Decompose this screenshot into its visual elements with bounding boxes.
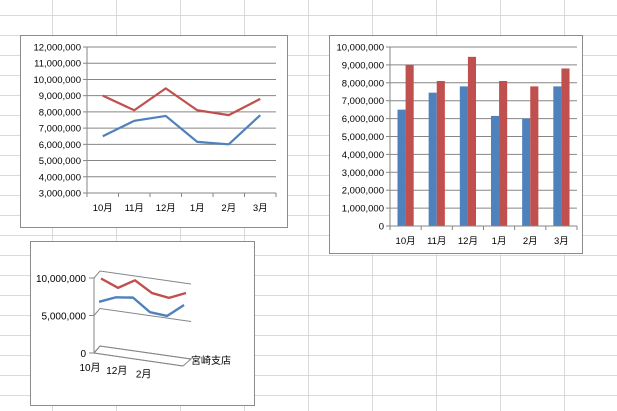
line3d-chart-box[interactable]: 0 5,000,000 10,000,000 10月 12月 2月 宮崎支店 [30,241,255,406]
bar-blue [522,118,531,226]
floor [93,345,193,367]
y-tick-label: 9,000,000 [342,60,384,71]
x-tick-label: 11月 [427,236,446,247]
bar-red [499,81,508,226]
gridline [93,270,192,285]
y-tick-label: 2,000,000 [342,186,384,197]
bar-red [467,56,477,226]
series-axis-label: 宮崎支店 [191,354,231,367]
bar-red [561,68,570,226]
line-chart-box[interactable]: 3,000,000 4,000,000 5,000,000 6,000,000 7,00… [20,35,288,228]
y-tick-label: 4,000,000 [342,150,384,161]
x-tick-label: 3月 [253,203,268,214]
x-tick-label: 10月 [396,236,416,247]
bar-blue [397,109,406,226]
series-ribbon-blue [98,296,185,318]
y-tick-label: 0 [80,349,86,360]
y-tick-label: 5,000,000 [42,312,87,323]
y-tick-label: 10,000,000 [36,274,86,285]
line3d-chart: 0 5,000,000 10,000,000 10月 12月 2月 宮崎支店 [36,270,231,380]
y-tick-label: 5,000,000 [342,132,384,143]
y-tick-label: 8,000,000 [39,107,81,118]
x-tick-label: 2月 [221,203,236,214]
line-chart: 3,000,000 4,000,000 5,000,000 6,000,000 7,00… [33,43,277,214]
y-tick-label: 3,000,000 [39,189,81,200]
x-tick-label: 3月 [554,236,569,247]
y-tick-label: 10,000,000 [336,43,384,54]
x-tick-label: 1月 [492,236,507,247]
x-tick-label: 11月 [125,203,144,214]
x-tick-label: 2月 [136,368,152,380]
y-tick-label: 11,000,000 [34,59,81,70]
x-tick-label: 2月 [523,236,538,247]
series-ribbon-red [100,277,187,300]
gridline [93,307,192,322]
y-tick-label: 7,000,000 [39,124,81,135]
bar-red [405,64,414,227]
y-tick-label: 0 [379,222,384,233]
series-line-red [102,87,261,117]
bar-chart: 0 1,000,000 2,000,000 3,000,000 4,000,000 5,0… [336,43,578,247]
bar-blue [459,86,468,226]
x-tick-label: 10月 [79,362,100,374]
bar-red [436,81,445,226]
bar-blue [553,86,562,226]
y-tick-label: 4,000,000 [39,172,81,183]
bar-blue [490,115,500,226]
y-tick-label: 6,000,000 [39,140,81,151]
x-axis [93,352,184,367]
x-tick-label: 1月 [190,203,205,214]
y-tick-label: 10,000,000 [33,75,81,86]
bar-chart-box[interactable]: 0 1,000,000 2,000,000 3,000,000 4,000,000 5,0… [329,35,583,254]
y-tick-label: 12,000,000 [33,43,81,54]
x-tick-label: 12月 [106,365,127,377]
x-tick-label: 12月 [458,236,478,247]
x-tick-label: 12月 [156,203,176,214]
y-tick-label: 9,000,000 [39,91,81,102]
bar-blue [428,92,437,226]
y-tick-label: 7,000,000 [342,96,384,107]
bar-red [530,86,539,226]
y-tick-label: 6,000,000 [342,114,384,125]
y-tick-label: 5,000,000 [39,156,81,167]
y-tick-label: 3,000,000 [342,168,384,179]
series-line-blue [102,114,261,146]
y-tick-label: 8,000,000 [342,78,384,89]
x-tick-label: 10月 [93,203,113,214]
y-tick-label: 1,000,000 [342,204,384,215]
